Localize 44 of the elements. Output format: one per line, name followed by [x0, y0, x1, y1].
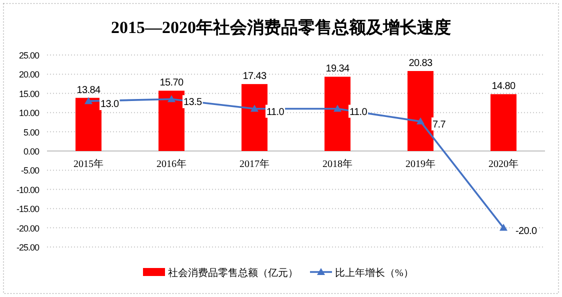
x-tick-label: 2019年: [406, 158, 436, 170]
data-label: 11.0: [266, 106, 285, 118]
data-label: 13.84: [76, 84, 101, 96]
y-tick-label: -5.00: [20, 166, 40, 176]
data-label: 19.34: [326, 64, 350, 75]
data-label: 17.43: [242, 71, 267, 82]
legend-label: 社会消费品零售总额（亿元）: [168, 267, 298, 279]
point: [416, 117, 424, 124]
data-label: 7.7: [432, 119, 446, 130]
chart-title: 2015—2020年社会消费品零售总额及增长速度: [111, 18, 451, 37]
y-tick-label: 20.00: [18, 70, 40, 80]
data-label: 14.80: [492, 81, 516, 92]
data-label: -20.0: [516, 226, 538, 237]
y-tick-label: 5.00: [23, 127, 40, 138]
point: [168, 95, 176, 102]
y-tick-label: 0.00: [23, 146, 40, 156]
point: [500, 224, 508, 231]
bar: [158, 90, 184, 151]
data-label: 11.0: [350, 106, 368, 118]
bar: [490, 94, 516, 151]
bar: [324, 76, 350, 151]
x-tick-label: 2020年: [488, 158, 518, 170]
y-tick-label: 10.00: [18, 108, 40, 118]
y-tick-label: -15.00: [16, 204, 40, 214]
x-tick-label: 2018年: [322, 158, 352, 170]
y-tick-label: -25.00: [16, 242, 40, 252]
y-tick-label: 25.00: [18, 50, 40, 60]
bar: [242, 84, 268, 151]
legend-label: 比上年增长（%）: [335, 267, 414, 279]
data-label: 20.83: [408, 58, 433, 70]
data-label: 13.5: [184, 97, 202, 108]
x-tick-label: 2015年: [74, 158, 104, 170]
y-tick-label: -10.00: [16, 184, 40, 195]
y-tick-label: 15.00: [18, 88, 40, 99]
data-label: 13.0: [100, 99, 120, 110]
x-tick-label: 2016年: [156, 158, 186, 170]
y-tick-label: -20.00: [16, 223, 40, 234]
point: [84, 97, 92, 104]
bar: [76, 98, 102, 151]
point: [250, 104, 258, 112]
point: [334, 104, 342, 112]
data-label: 15.70: [160, 78, 184, 89]
bar: [408, 71, 434, 151]
x-tick-label: 2017年: [240, 158, 270, 170]
